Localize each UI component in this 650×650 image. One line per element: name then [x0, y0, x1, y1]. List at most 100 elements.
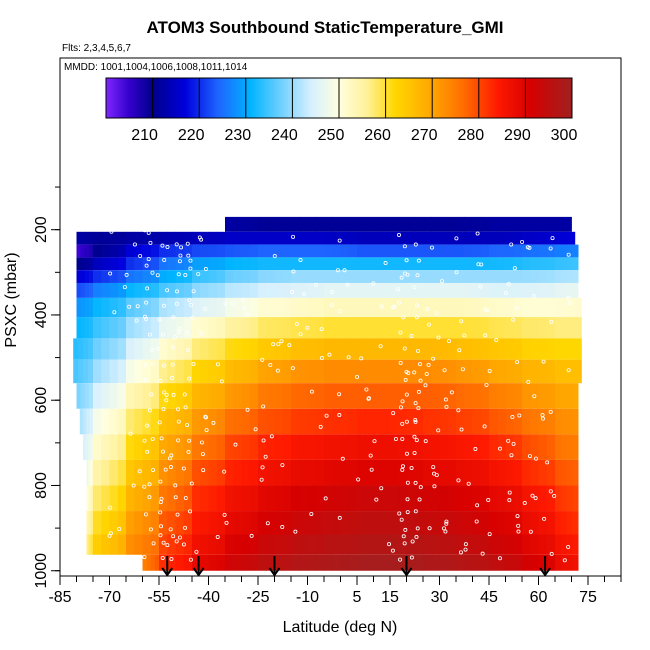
heat-cell — [249, 257, 259, 271]
heat-cell — [447, 434, 457, 460]
heat-cell — [390, 317, 399, 339]
track-point — [346, 355, 351, 360]
track-point — [400, 436, 405, 441]
track-point — [412, 450, 417, 455]
track-point — [374, 497, 379, 502]
heat-cell — [332, 485, 341, 512]
track-point — [371, 281, 376, 286]
heat-cell — [423, 511, 432, 535]
track-point — [398, 557, 403, 562]
heat-cell — [200, 338, 209, 360]
heat-cell — [340, 408, 350, 435]
heat-cell — [208, 511, 218, 535]
heat-cell — [530, 534, 539, 555]
heat-cell — [299, 317, 308, 339]
track-point — [393, 437, 398, 442]
heat-cell — [560, 383, 567, 409]
heat-cell — [200, 231, 209, 245]
heat-cell — [216, 511, 226, 535]
heat-cell — [233, 408, 242, 435]
heat-cell — [282, 511, 292, 535]
heat-cell — [390, 297, 399, 318]
heat-cell — [167, 270, 176, 283]
track-point — [253, 427, 258, 432]
heat-cell — [572, 383, 579, 409]
heat-cell — [513, 297, 523, 318]
heat-cell — [200, 434, 209, 460]
track-point — [309, 389, 314, 394]
heat-cell — [150, 297, 160, 318]
heat-cell — [480, 511, 490, 535]
heat-cell — [159, 338, 168, 360]
heat-cell — [559, 231, 566, 245]
heat-cell — [175, 408, 185, 435]
heat-cell — [365, 359, 374, 384]
heat-cell — [390, 257, 399, 271]
track-point — [402, 541, 407, 546]
track-point — [143, 512, 148, 517]
heat-cell — [83, 434, 86, 460]
heat-cell — [126, 383, 135, 409]
heat-cell — [86, 511, 89, 535]
heat-cell — [381, 231, 391, 245]
heat-cell — [299, 534, 308, 555]
heat-cell — [555, 317, 562, 339]
heat-cell — [282, 338, 292, 360]
heat-cell — [332, 231, 341, 245]
heat-cell — [117, 511, 127, 535]
heat-cell — [282, 231, 292, 245]
heat-cell — [183, 434, 193, 460]
heat-cell — [88, 485, 91, 512]
heat-cell — [282, 270, 292, 283]
track-point — [163, 467, 168, 472]
heat-cell — [183, 317, 193, 339]
heat-cell — [381, 216, 391, 232]
heat-cell — [489, 359, 498, 384]
heat-cell — [456, 511, 465, 535]
heat-cell — [431, 434, 440, 460]
heat-cell — [414, 554, 424, 571]
heat-cell — [572, 408, 579, 435]
heat-cell — [572, 257, 579, 271]
track-point — [484, 382, 489, 387]
heat-cell — [183, 485, 193, 512]
heat-cell — [566, 485, 573, 512]
heat-cell — [513, 383, 523, 409]
heat-cell — [109, 270, 119, 283]
heat-cell — [249, 231, 259, 245]
heat-cell — [497, 434, 506, 460]
heat-cell — [489, 554, 498, 571]
heat-cell — [76, 231, 82, 245]
heat-cell — [497, 231, 506, 245]
track-point — [415, 526, 420, 531]
heat-cell — [423, 383, 432, 409]
track-point — [142, 228, 147, 233]
heat-cell — [84, 244, 90, 258]
heat-cell — [513, 317, 523, 339]
heat-cell — [142, 459, 152, 486]
heat-cell — [406, 244, 416, 258]
heat-cell — [307, 359, 317, 384]
heat-cell — [390, 485, 399, 512]
x-tick-label--10: -10 — [296, 589, 319, 606]
track-point — [345, 282, 350, 287]
track-point — [203, 414, 208, 419]
heat-cell — [555, 359, 562, 384]
track-point — [150, 270, 155, 275]
track-point — [405, 497, 410, 502]
heat-cell — [299, 338, 308, 360]
track-point — [457, 348, 462, 353]
track-point — [144, 263, 149, 268]
heat-cell — [274, 244, 284, 258]
heat-cell — [373, 317, 383, 339]
heat-cell — [192, 511, 201, 535]
heat-cell — [447, 459, 457, 486]
heat-cell — [142, 317, 152, 339]
heat-cell — [340, 231, 350, 245]
heat-cell — [109, 297, 119, 318]
heat-cell — [464, 282, 473, 298]
heat-cell — [373, 459, 383, 486]
heat-cell — [266, 282, 275, 298]
heat-cell — [357, 317, 366, 339]
track-point — [402, 271, 407, 276]
